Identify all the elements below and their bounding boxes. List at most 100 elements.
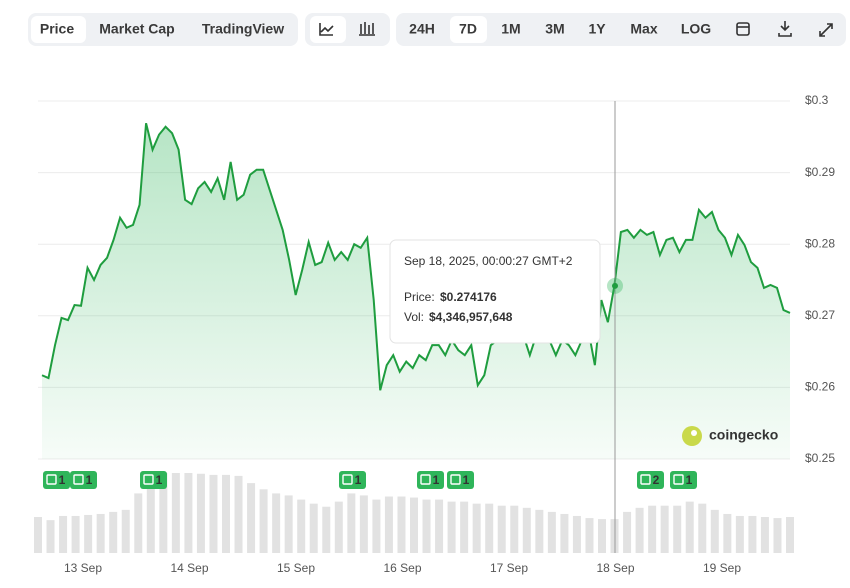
- tooltip-date: Sep 18, 2025, 00:00:27 GMT+2: [404, 254, 573, 268]
- volume-bar: [234, 475, 243, 553]
- volume-bar: [472, 503, 481, 553]
- volume-bar: [297, 499, 306, 553]
- badge-count: 1: [463, 473, 470, 487]
- volume-bar: [710, 509, 719, 553]
- view-button[interactable]: Market Cap: [99, 21, 174, 37]
- badge-icon: [450, 474, 461, 485]
- range-button[interactable]: 3M: [545, 21, 564, 37]
- range-button[interactable]: Max: [630, 21, 657, 37]
- view-button[interactable]: Price: [40, 21, 74, 37]
- volume-bar: [309, 503, 318, 553]
- volume-bar: [685, 501, 694, 553]
- volume-bar: [46, 520, 55, 553]
- badge-icon: [143, 474, 154, 485]
- volume-bar: [572, 515, 581, 553]
- line-chart-button[interactable]: [310, 16, 346, 43]
- volume-bar: [698, 503, 707, 553]
- badge-icon: [46, 474, 57, 485]
- badge-count: 1: [355, 473, 362, 487]
- line-icon: [319, 23, 334, 36]
- volume-bar: [460, 501, 469, 553]
- volume-bar: [547, 511, 556, 553]
- volume-bar: [648, 505, 657, 553]
- range-group: [396, 13, 846, 46]
- range-button[interactable]: 24H: [409, 21, 435, 37]
- range-button[interactable]: LOG: [681, 21, 711, 37]
- y-tick-label: $0.26: [805, 380, 835, 394]
- calendar-icon[interactable]: [736, 22, 750, 36]
- y-tick-label: $0.29: [805, 165, 835, 179]
- volume-bar: [71, 515, 80, 553]
- x-tick-label: 19 Sep: [703, 561, 741, 575]
- volume-bar: [222, 474, 230, 553]
- news-badge[interactable]: 2: [637, 471, 664, 489]
- volume-bar: [560, 513, 569, 553]
- volume-bar: [760, 517, 769, 553]
- volume-bar: [134, 493, 143, 553]
- volume-bar: [272, 493, 281, 553]
- x-tick-label: 14 Sep: [170, 561, 208, 575]
- volume-bar: [372, 499, 381, 553]
- volume-bar: [322, 506, 331, 553]
- view-button[interactable]: TradingView: [202, 21, 284, 37]
- y-tick-label: $0.3: [805, 93, 829, 107]
- range-button[interactable]: 7D: [459, 21, 477, 37]
- volume-bar: [598, 519, 606, 553]
- fullscreen-icon[interactable]: [819, 23, 833, 37]
- view-selected: [31, 16, 86, 43]
- volume-bar: [384, 496, 393, 553]
- volume-bar: [159, 473, 168, 553]
- news-badge[interactable]: 1: [670, 471, 697, 489]
- view-group: [28, 13, 298, 46]
- range-button[interactable]: 1Y: [588, 21, 606, 37]
- badge-icon: [73, 474, 84, 485]
- news-badge[interactable]: 1: [70, 471, 97, 489]
- tooltip-volume: $4,346,957,648: [429, 310, 513, 324]
- x-tick-label: 16 Sep: [383, 561, 421, 575]
- volume-bar: [660, 505, 669, 553]
- volume-bar: [247, 483, 256, 553]
- volume-bar: [171, 473, 180, 553]
- volume-bar: [786, 517, 794, 553]
- watermark-text: coingecko: [709, 427, 778, 443]
- watermark: coingecko: [682, 426, 778, 446]
- news-badge[interactable]: 1: [140, 471, 167, 489]
- tooltip-price: $0.274176: [440, 290, 497, 304]
- x-tick-label: 15 Sep: [277, 561, 315, 575]
- badge-icon: [640, 474, 651, 485]
- volume-bar: [497, 505, 506, 553]
- volume-bar: [284, 495, 293, 553]
- volume-bar: [673, 505, 682, 553]
- volume-bar: [485, 503, 494, 553]
- download-icon[interactable]: [778, 21, 792, 37]
- volume-bar: [359, 495, 368, 553]
- volume-bar: [121, 509, 130, 553]
- y-tick-label: $0.28: [805, 236, 835, 250]
- volume-bar: [259, 489, 268, 553]
- volume-bar: [59, 515, 68, 553]
- volume-bar: [196, 473, 205, 553]
- price-area: [42, 123, 790, 460]
- y-tick-label: $0.25: [805, 451, 835, 465]
- news-badge[interactable]: 1: [417, 471, 444, 489]
- x-tick-label: 17 Sep: [490, 561, 528, 575]
- news-badge[interactable]: 1: [43, 471, 70, 489]
- range-selected: [450, 16, 487, 43]
- news-badge[interactable]: 1: [447, 471, 474, 489]
- badge-icon: [673, 474, 684, 485]
- volume-bar: [84, 514, 93, 553]
- range-button[interactable]: 1M: [501, 21, 520, 37]
- volume-bar: [748, 515, 757, 553]
- badge-icon: [420, 474, 431, 485]
- volume-bar: [723, 513, 732, 553]
- volume-bar: [422, 499, 431, 553]
- news-badge[interactable]: 1: [339, 471, 366, 489]
- volume-bar: [109, 511, 118, 553]
- candle-icon[interactable]: [359, 22, 375, 36]
- volume-bar: [435, 499, 444, 553]
- x-tick-label: 18 Sep: [596, 561, 634, 575]
- volume-bar: [184, 473, 193, 553]
- volume-bar: [447, 501, 456, 553]
- volume-bar: [635, 507, 644, 553]
